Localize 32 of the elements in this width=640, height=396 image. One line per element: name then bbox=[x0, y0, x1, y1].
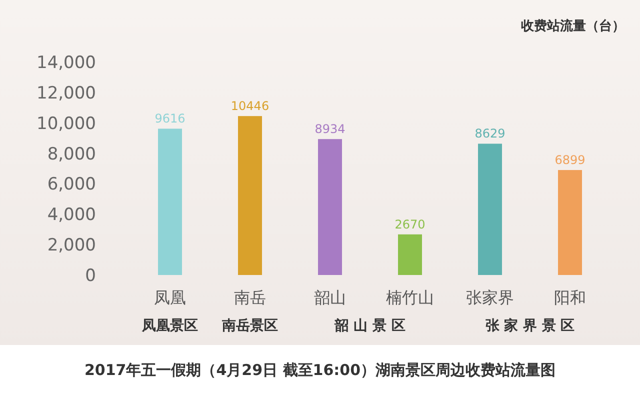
y-tick-label: 10,000 bbox=[36, 114, 96, 134]
text: 2017年五一假期（4月29日 截至16:00）湖南景区周边收费站流量图 bbox=[84, 361, 556, 379]
text: 凤凰景区 bbox=[141, 318, 198, 334]
data-label: 9616 bbox=[154, 112, 186, 126]
data-label: 8629 bbox=[474, 126, 506, 141]
y-tick-label: 0 bbox=[85, 266, 96, 286]
x-tick-label: 南岳 bbox=[234, 288, 266, 307]
data-label: 2670 bbox=[394, 217, 426, 232]
y-tick-label: 4,000 bbox=[47, 205, 96, 226]
x-tick-label: 凤凰 bbox=[154, 288, 186, 307]
y-tick-label: 2,000 bbox=[47, 236, 96, 256]
x-tick-label: 张家界 bbox=[466, 288, 514, 307]
y-tick-label: 8,000 bbox=[47, 144, 96, 164]
y-tick-label: 12,000 bbox=[36, 83, 96, 104]
x-tick-label: 韶山 bbox=[314, 288, 346, 307]
y-tick-label: 6,000 bbox=[47, 174, 96, 195]
text: 张 家 界 景 区 bbox=[485, 317, 575, 334]
bar bbox=[478, 144, 502, 275]
data-label: 8934 bbox=[314, 122, 346, 136]
text: 韶 山 景 区 bbox=[334, 317, 406, 334]
bar bbox=[398, 234, 422, 275]
bar bbox=[318, 139, 342, 275]
text: 南岳景区 bbox=[221, 317, 278, 334]
bar bbox=[558, 170, 582, 275]
data-label: 6899 bbox=[554, 153, 586, 168]
x-tick-label: 阳和 bbox=[554, 288, 586, 307]
data-label: 10446 bbox=[230, 99, 270, 114]
y-tick-label: 14,000 bbox=[36, 53, 96, 73]
bar bbox=[238, 116, 262, 275]
bar bbox=[158, 128, 182, 275]
y-axis-title: 收费站流量（台） bbox=[521, 18, 625, 34]
x-tick-label: 楠竹山 bbox=[386, 288, 434, 307]
